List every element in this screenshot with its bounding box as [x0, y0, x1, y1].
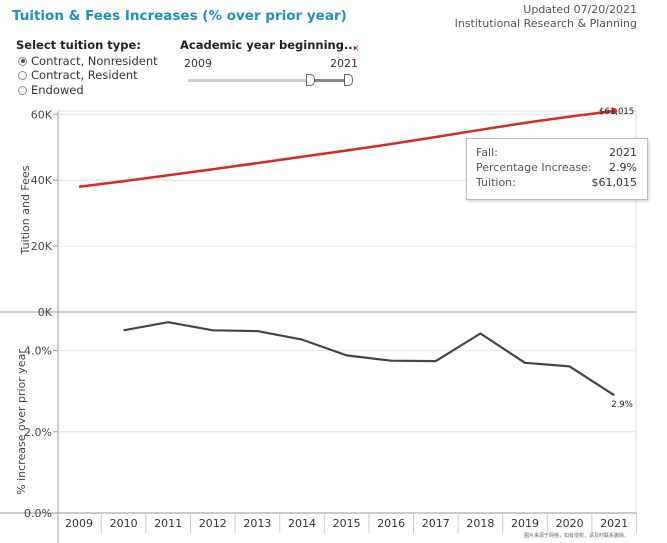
y-tick-label-pct: 0.0% — [24, 507, 52, 520]
x-tick-label: 2018 — [466, 517, 494, 530]
y-tick-label-tuition: 0K — [38, 306, 53, 319]
x-tick-label: 2014 — [288, 517, 316, 530]
tooltip-tuition-label: Tuition: — [476, 176, 516, 189]
year-max-value: 2021 — [330, 57, 358, 70]
radio-label: Endowed — [31, 83, 84, 97]
tooltip-pct-value: 2.9% — [609, 161, 637, 174]
x-tick-label: 2012 — [199, 517, 227, 530]
bottom-y-axis-label: % increase over prior year — [15, 349, 28, 495]
pct-end-label: 2.9% — [611, 400, 633, 410]
year-min-value: 2009 — [184, 57, 212, 70]
department-name: Institutional Research & Planning — [454, 17, 637, 30]
y-tick-label-tuition: 40K — [31, 174, 53, 187]
y-tick-label-tuition: 60K — [31, 108, 53, 121]
radio-contract-resident[interactable]: Contract, Resident — [18, 68, 138, 82]
x-tick-label: 2010 — [110, 517, 138, 530]
tuition-end-label: $61,015 — [599, 107, 634, 117]
filter-reset-icon[interactable]: ⨯ — [352, 44, 360, 54]
x-tick-label: 2021 — [600, 517, 628, 530]
tuition-series-line — [78, 109, 615, 189]
year-slider-min-handle[interactable] — [306, 74, 315, 86]
radio-label: Contract, Nonresident — [31, 54, 158, 68]
x-tick-label: 2009 — [65, 517, 93, 530]
update-info: Updated 07/20/2021 Institutional Researc… — [455, 3, 637, 31]
x-tick-label: 2013 — [243, 517, 271, 530]
y-tick-label-pct: 4.0% — [24, 345, 52, 358]
x-tick-label: 2016 — [377, 517, 405, 530]
top-y-axis-label: Tuition and Fees — [19, 165, 32, 255]
tooltip-tuition-value: $61,015 — [591, 176, 638, 189]
watermark-text: 图片来源于网络，如有侵权，请及时联系删除。 — [523, 533, 629, 539]
tooltip-fall-row: Fall: 2021 — [476, 146, 637, 159]
radio-empty-icon — [18, 85, 27, 95]
x-tick-label: 2015 — [333, 517, 361, 530]
chart-title: Tuition & Fees Increases (% over prior y… — [12, 8, 347, 24]
x-tick-label: 2019 — [511, 517, 539, 530]
radio-selected-icon — [18, 56, 27, 66]
data-tooltip: Fall: 2021 Percentage Increase: 2.9% Tui… — [466, 138, 648, 200]
year-slider-max-handle[interactable] — [344, 74, 353, 86]
tuition-highlight-point — [611, 107, 618, 114]
updated-date: Updated 07/20/2021 — [523, 3, 637, 16]
tooltip-pct-label: Percentage Increase: — [476, 161, 592, 174]
tooltip-tuition-row: Tuition: $61,015 — [476, 176, 637, 189]
x-tick-label: 2017 — [422, 517, 450, 530]
y-tick-label-tuition: 20K — [31, 240, 53, 253]
tooltip-fall-value: 2021 — [609, 146, 637, 159]
pct-series-line — [123, 321, 615, 397]
y-tick-label-pct: 2.0% — [24, 426, 52, 439]
tuition-type-label: Select tuition type: — [16, 38, 141, 52]
tooltip-pct-row: Percentage Increase: 2.9% — [476, 161, 637, 174]
radio-contract-nonresident[interactable]: Contract, Nonresident — [18, 54, 158, 68]
x-tick-label: 2020 — [556, 517, 584, 530]
tooltip-fall-label: Fall: — [476, 146, 498, 159]
year-slider-track[interactable] — [188, 79, 352, 82]
radio-empty-icon — [18, 70, 27, 80]
year-filter-label: Academic year beginning... — [180, 38, 358, 52]
radio-label: Contract, Resident — [31, 68, 138, 82]
year-slider-range — [312, 79, 352, 82]
radio-endowed[interactable]: Endowed — [18, 83, 84, 97]
x-tick-label: 2011 — [154, 517, 182, 530]
